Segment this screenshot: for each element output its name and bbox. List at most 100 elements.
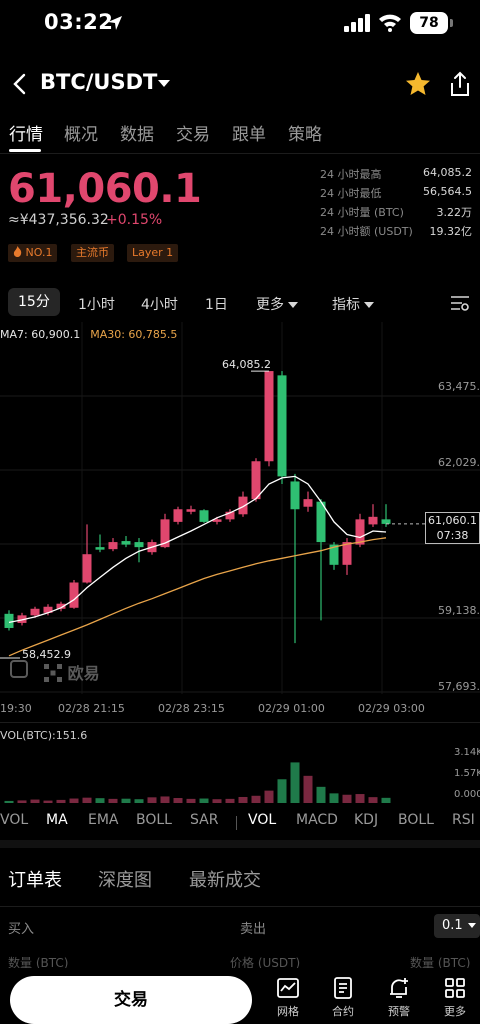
x-tick-label: 19:30 — [0, 702, 32, 715]
tab-strategy[interactable]: 策略 — [288, 125, 322, 145]
tab-copy-trading[interactable]: 跟单 — [232, 125, 266, 145]
volume-y-tick: 1.57K — [454, 768, 480, 779]
volume-bar — [225, 798, 235, 803]
nav-alert[interactable]: 预警 — [379, 976, 419, 1024]
share-icon[interactable] — [448, 70, 472, 98]
tab-market[interactable]: 行情 — [9, 125, 43, 145]
indicator-ma[interactable]: MA — [46, 812, 68, 828]
tab-overview[interactable]: 概况 — [64, 125, 98, 145]
rank-badge[interactable]: NO.1 — [8, 244, 58, 262]
indicator-vol-main[interactable]: VOL — [0, 812, 29, 828]
volume-bar — [355, 794, 365, 803]
candle-body — [225, 511, 235, 520]
candle-countdown: 07:38 — [436, 529, 469, 542]
volume-bar — [316, 786, 326, 803]
volume-chart[interactable]: VOL(BTC):151.6 3.14K 1.57K 0.000 — [0, 722, 480, 806]
section-divider — [0, 840, 480, 848]
indicator-ema[interactable]: EMA — [88, 812, 119, 828]
flame-icon — [13, 246, 22, 257]
candle-body — [160, 519, 170, 548]
tab-order-book[interactable]: 订单表 — [8, 870, 62, 891]
indicator-kdj[interactable]: KDJ — [354, 812, 379, 828]
nav-alert-label: 预警 — [388, 1005, 410, 1018]
volume-bar — [173, 798, 183, 803]
interval-1d[interactable]: 1日 — [205, 297, 228, 313]
indicator-macd[interactable]: MACD — [296, 812, 338, 828]
nav-more[interactable]: 更多 — [435, 976, 475, 1024]
volume-bar — [264, 790, 274, 803]
precision-select[interactable]: 0.1 — [434, 914, 480, 938]
candle-body — [82, 554, 92, 583]
kline-svg[interactable] — [0, 322, 480, 722]
change-percent: +0.15% — [106, 212, 163, 228]
candle-body — [238, 496, 248, 515]
stat-row: 24 小时最高 64,085.2 — [320, 166, 472, 185]
favorite-star-icon[interactable] — [404, 70, 432, 98]
volume-y-tick: 0.000 — [454, 789, 480, 800]
apps-grid-icon — [445, 978, 465, 998]
interval-more[interactable]: 更多 — [256, 294, 298, 314]
volume-bar — [238, 796, 248, 803]
ma30-line — [8, 537, 387, 657]
nav-contract[interactable]: 合约 — [323, 976, 363, 1024]
rank-badge-label: NO.1 — [25, 246, 53, 259]
okx-brand-icon — [44, 664, 62, 682]
stat-value: 19.32亿 — [429, 225, 473, 238]
tab-recent-trades[interactable]: 最新成交 — [189, 870, 261, 891]
interval-more-label: 更多 — [256, 297, 284, 313]
candle-body — [277, 375, 287, 477]
indicator-boll-sub[interactable]: BOLL — [398, 812, 434, 828]
volume-bar — [56, 799, 66, 803]
cellular-signal-icon — [344, 14, 370, 32]
active-tab-indicator — [9, 149, 41, 152]
interval-1h[interactable]: 1小时 — [78, 297, 115, 313]
volume-bar — [290, 762, 300, 803]
volume-bar — [43, 800, 53, 803]
volume-bar — [368, 797, 378, 803]
bottom-action-bar: 交易 网格 合约 预警 更多 — [0, 968, 480, 1024]
interval-bar: 15分 1小时 4小时 1日 更多 指标 — [0, 288, 480, 318]
ma7-line — [8, 475, 387, 624]
battery-indicator: 78 — [410, 12, 453, 34]
interval-15m[interactable]: 15分 — [8, 288, 60, 316]
indicator-rsi[interactable]: RSI — [452, 812, 475, 828]
volume-bar — [277, 779, 287, 803]
x-tick-label: 02/28 21:15 — [58, 702, 125, 715]
volume-bar — [381, 797, 391, 803]
candle-body — [173, 509, 183, 522]
orderbook-tabs: 订单表 深度图 最新成交 — [0, 866, 480, 896]
trading-pair-title[interactable]: BTC/USDT — [40, 70, 158, 94]
candle-body — [199, 510, 209, 522]
indicator-sar[interactable]: SAR — [190, 812, 219, 828]
back-chevron-icon[interactable] — [10, 72, 30, 96]
min-price-label: 58,452.9 — [22, 648, 71, 661]
nav-grid[interactable]: 网格 — [268, 976, 308, 1024]
candle-body — [30, 608, 40, 616]
pair-dropdown-caret-icon[interactable] — [158, 80, 170, 87]
layer-badge[interactable]: Layer 1 — [127, 244, 179, 262]
tab-depth-chart[interactable]: 深度图 — [98, 870, 152, 891]
trade-button[interactable]: 交易 — [10, 976, 252, 1024]
volume-bar — [186, 798, 196, 803]
indicator-boll-main[interactable]: BOLL — [136, 812, 172, 828]
wifi-icon — [379, 14, 401, 32]
indicator-menu[interactable]: 指标 — [332, 294, 374, 314]
chart-settings-icon[interactable] — [450, 294, 470, 312]
candle-body — [56, 603, 66, 609]
volume-bar — [251, 795, 261, 803]
x-tick-label: 02/28 23:15 — [158, 702, 225, 715]
y-tick-label: 63,475.3 — [438, 380, 480, 393]
tab-trade[interactable]: 交易 — [176, 125, 210, 145]
category-badge[interactable]: 主流币 — [71, 244, 114, 262]
location-arrow-icon — [108, 16, 122, 30]
nav-grid-label: 网格 — [277, 1005, 299, 1018]
candle-body — [303, 499, 313, 507]
contract-icon — [334, 977, 352, 999]
volume-bar — [212, 799, 222, 803]
interval-4h[interactable]: 4小时 — [141, 297, 178, 313]
tab-data[interactable]: 数据 — [120, 125, 154, 145]
kline-chart[interactable]: MA7: 60,900.1 MA30: 60,785.5 63,475.3 62,… — [0, 322, 480, 722]
indicator-vol-sub[interactable]: VOL — [248, 812, 277, 828]
price-header: 价格 (USDT) — [230, 956, 301, 970]
stat-label: 24 小时量 (BTC) — [320, 206, 404, 219]
